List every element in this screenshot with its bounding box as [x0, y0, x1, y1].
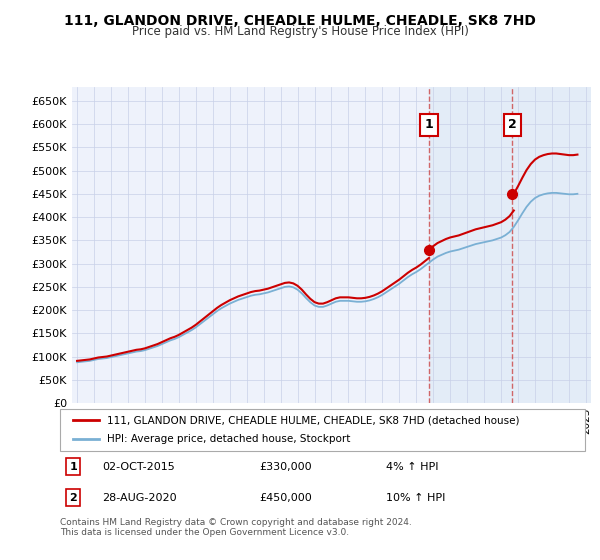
- Text: Contains HM Land Registry data © Crown copyright and database right 2024.
This d: Contains HM Land Registry data © Crown c…: [60, 518, 412, 538]
- Text: Price paid vs. HM Land Registry's House Price Index (HPI): Price paid vs. HM Land Registry's House …: [131, 25, 469, 38]
- Text: 28-AUG-2020: 28-AUG-2020: [102, 493, 176, 503]
- Text: £330,000: £330,000: [260, 461, 312, 472]
- Text: £450,000: £450,000: [260, 493, 312, 503]
- Text: 10% ↑ HPI: 10% ↑ HPI: [386, 493, 445, 503]
- Text: 2: 2: [508, 118, 517, 131]
- Text: 111, GLANDON DRIVE, CHEADLE HULME, CHEADLE, SK8 7HD (detached house): 111, GLANDON DRIVE, CHEADLE HULME, CHEAD…: [107, 415, 520, 425]
- Bar: [429, 87, 591, 403]
- Text: 1: 1: [425, 118, 433, 131]
- Text: HPI: Average price, detached house, Stockport: HPI: Average price, detached house, Stoc…: [107, 435, 350, 445]
- Text: 4% ↑ HPI: 4% ↑ HPI: [386, 461, 438, 472]
- Text: 1: 1: [69, 461, 77, 472]
- Text: 02-OCT-2015: 02-OCT-2015: [102, 461, 175, 472]
- Text: 111, GLANDON DRIVE, CHEADLE HULME, CHEADLE, SK8 7HD: 111, GLANDON DRIVE, CHEADLE HULME, CHEAD…: [64, 14, 536, 28]
- Text: 2: 2: [69, 493, 77, 503]
- FancyBboxPatch shape: [60, 409, 585, 451]
